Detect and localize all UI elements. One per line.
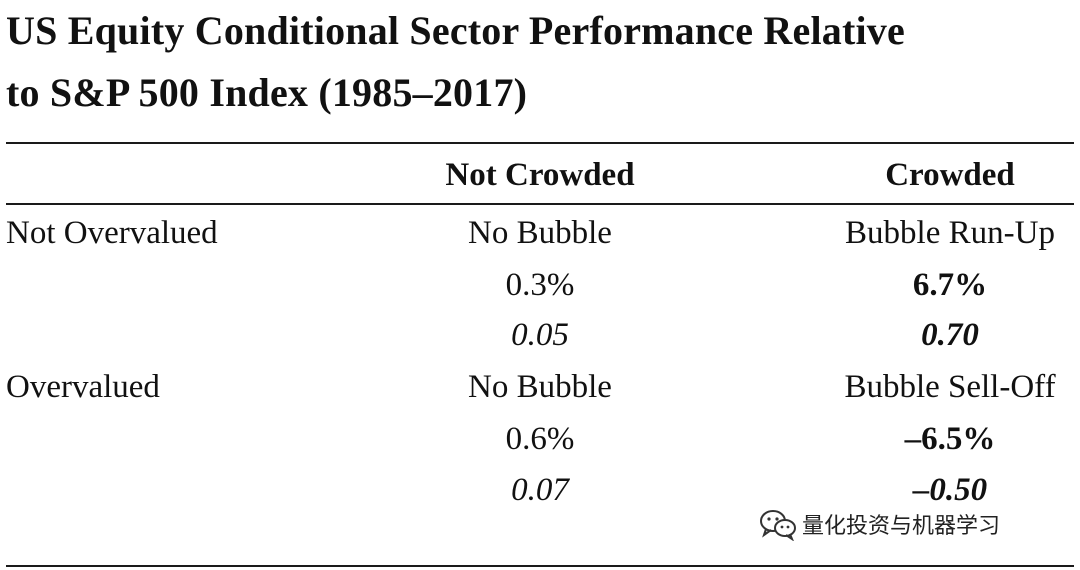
header-rule: [6, 203, 1074, 205]
cell-overvalued-not-crowded-stat: 0.07: [511, 472, 569, 508]
cell-overvalued-not-crowded-name: No Bubble: [468, 369, 612, 405]
watermark: 量化投资与机器学习: [758, 504, 1001, 544]
title-line-2: to S&P 500 Index (1985–2017): [6, 70, 528, 115]
cell-not-overvalued-not-crowded-stat: 0.05: [511, 317, 569, 353]
row-label-overvalued: Overvalued: [6, 369, 160, 405]
wechat-icon: [760, 510, 796, 541]
cell-not-overvalued-crowded-name: Bubble Run-Up: [845, 215, 1055, 251]
watermark-text: 量化投资与机器学习: [802, 514, 1001, 539]
cell-overvalued-crowded-stat: –0.50: [912, 472, 988, 508]
cell-overvalued-crowded-name: Bubble Sell-Off: [844, 369, 1056, 405]
bottom-rule: [6, 565, 1074, 567]
header-not-crowded: Not Crowded: [445, 157, 635, 193]
row-label-not-overvalued: Not Overvalued: [6, 215, 218, 251]
top-rule: [6, 142, 1074, 144]
cell-not-overvalued-crowded-stat: 0.70: [921, 317, 979, 353]
cell-not-overvalued-not-crowded-return: 0.3%: [505, 267, 575, 303]
header-crowded: Crowded: [885, 157, 1015, 193]
title-line-1: US Equity Conditional Sector Performance…: [6, 8, 905, 53]
table-title: US Equity Conditional Sector Performance…: [6, 0, 1076, 124]
cell-not-overvalued-crowded-return: 6.7%: [912, 267, 988, 303]
cell-overvalued-not-crowded-return: 0.6%: [505, 421, 575, 457]
cell-overvalued-crowded-return: –6.5%: [904, 421, 996, 457]
cell-not-overvalued-not-crowded-name: No Bubble: [468, 215, 612, 251]
